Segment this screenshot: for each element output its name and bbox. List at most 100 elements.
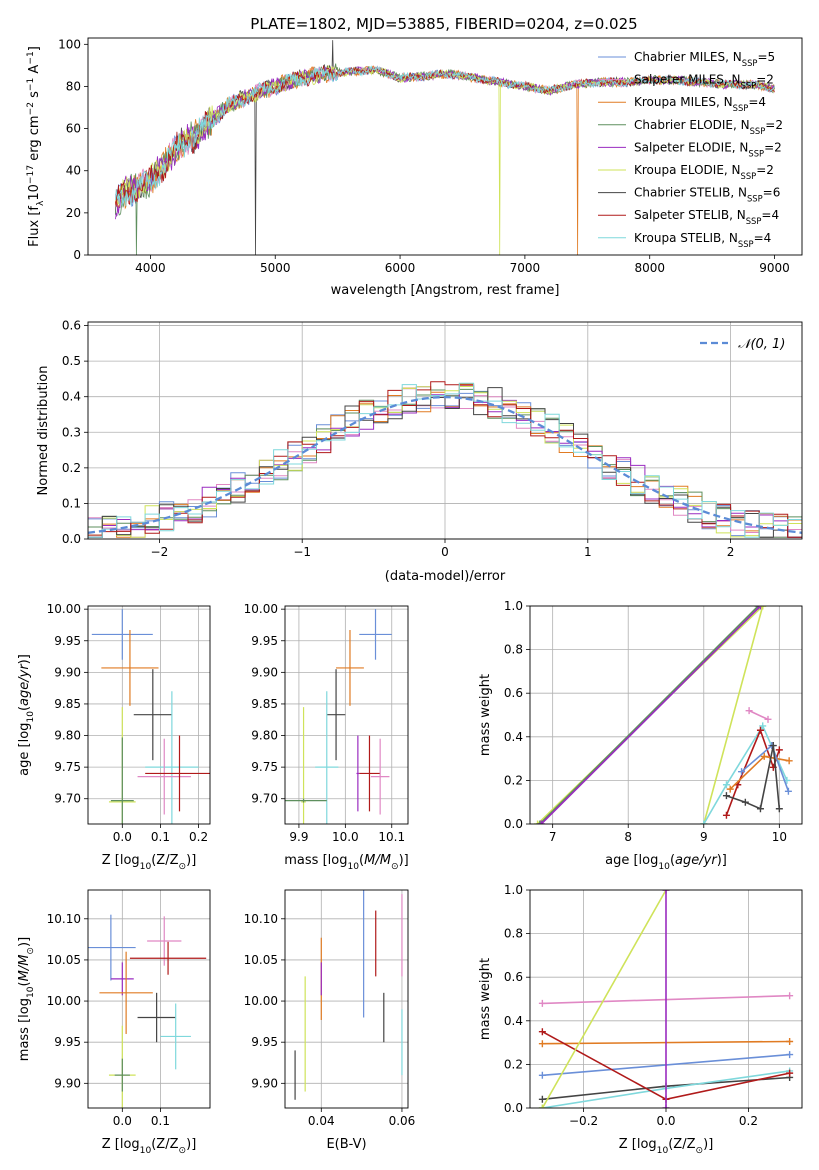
axes-age-vs-mass: 9.9 10.0 10.1 9.70 9.75 9.80 9.85 9.90 9.95 10.00… <box>244 602 409 872</box>
errorbar-point <box>356 735 360 812</box>
x-axis-label: Z [log10(Z/Z⊙)] <box>102 853 197 872</box>
y-tick-label: 0 <box>73 248 81 262</box>
x-tick-label: 0.2 <box>189 830 208 844</box>
weight-marker <box>538 1095 546 1103</box>
y-tick-label: 9.70 <box>54 792 81 806</box>
x-tick-label: 0.0 <box>113 1114 132 1128</box>
y-tick-label: 0.6 <box>504 970 523 984</box>
x-tick-label: 10.0 <box>332 830 359 844</box>
x-tick-label: 2 <box>727 545 735 559</box>
weight-marker <box>538 1040 546 1048</box>
errorbar-point <box>147 916 182 966</box>
x-tick-label: 0.0 <box>656 1114 675 1128</box>
x-tick-label: 9 <box>700 830 708 844</box>
weight-marker <box>745 707 753 715</box>
weight-marker <box>538 1028 546 1036</box>
legend-label: Chabrier MILES, NSSP=5 <box>634 50 775 68</box>
y-tick-label: 0.2 <box>504 773 523 787</box>
y-tick-label: 9.90 <box>54 665 81 679</box>
y-tick-label: 9.75 <box>251 760 278 774</box>
weight-marker <box>764 715 772 723</box>
figure-title: PLATE=1802, MJD=53885, FIBERID=0204, z=0… <box>250 15 637 33</box>
x-tick-label: 0.04 <box>308 1114 335 1128</box>
errorbar-point <box>110 962 134 996</box>
weight-marker <box>537 820 545 824</box>
weight-marker <box>538 1104 546 1108</box>
x-tick-label: 8 <box>624 830 632 844</box>
histogram-kroupa-stelib <box>88 382 802 538</box>
weight-marker <box>722 811 730 819</box>
y-tick-label: 9.90 <box>54 1076 81 1090</box>
x-axis-label: E(B-V) <box>326 1137 366 1152</box>
weight-marker <box>759 722 767 730</box>
axes-mass-weight-vs-Z: −0.2 0.0 0.2 0.0 0.2 0.4 0.6 0.8 1.0 Z [log10(Z/Z… <box>478 883 803 1156</box>
error-bars <box>285 609 392 824</box>
y-axis-label: Flux [fλ10−17 erg cm−2 s−1 A−1] <box>26 46 46 247</box>
x-tick-label: 0.2 <box>739 1114 758 1128</box>
errorbar-point <box>285 798 327 803</box>
weight-lines <box>538 890 794 1108</box>
y-tick-label: 0.8 <box>504 643 523 657</box>
y-axis-label: age [log10(age/yr)] <box>17 654 36 776</box>
x-tick-label: 7 <box>549 830 557 844</box>
y-tick-label: 9.90 <box>251 665 278 679</box>
errorbar-point <box>137 992 176 1043</box>
y-tick-label: 0.0 <box>504 1101 523 1115</box>
x-tick-label: 7000 <box>510 261 541 275</box>
weight-marker <box>722 792 730 800</box>
weight-marker <box>722 781 730 789</box>
weight-marker <box>786 1069 794 1077</box>
x-tick-label: −1 <box>293 545 311 559</box>
x-tick-label: −2 <box>151 545 169 559</box>
weight-line-chabrier-elodie <box>539 606 759 824</box>
axes-frame <box>529 889 803 1109</box>
y-tick-label: 0.2 <box>504 1057 523 1071</box>
y-tick-label: 0.3 <box>62 425 81 439</box>
weight-marker <box>536 820 544 824</box>
histograms <box>88 381 802 538</box>
y-tick-label: 9.85 <box>251 697 278 711</box>
x-tick-label: 8000 <box>634 261 665 275</box>
x-tick-label: 0.1 <box>151 1114 170 1128</box>
axes-frame <box>284 605 409 825</box>
axes-residuals: −2 −1 0 1 2 0.0 0.1 0.2 0.3 0.4 0.5 0.6 𝒩(0, 1) (data… <box>36 319 803 584</box>
y-tick-label: 10.00 <box>244 994 278 1008</box>
y-tick-label: 0.0 <box>504 817 523 831</box>
weight-marker <box>756 726 764 734</box>
plot-area <box>285 890 408 1108</box>
error-bars <box>88 914 207 1108</box>
y-tick-label: 1.0 <box>504 883 523 897</box>
y-tick-label: 0.4 <box>504 1014 523 1028</box>
x-axis-label: age [log10(age/yr)] <box>605 853 727 872</box>
y-tick-label: 9.85 <box>54 697 81 711</box>
weight-marker <box>738 768 746 776</box>
x-tick-label: 9.9 <box>289 830 308 844</box>
axes-mass-weight-vs-age: 7 8 9 10 0.0 0.2 0.4 0.6 0.8 1.0 age [log10(age/yr… <box>478 599 803 872</box>
errorbar-point <box>110 737 134 824</box>
weight-line-kroupa-elodie <box>703 606 764 824</box>
y-axis-label: mass weight <box>478 674 493 756</box>
axes-age-vs-Z: 0.0 0.1 0.2 9.70 9.75 9.80 9.85 9.90 9.95 10.00 Z … <box>17 602 211 872</box>
weight-marker <box>759 606 767 610</box>
errorbar-point <box>359 609 392 660</box>
y-tick-label: 9.80 <box>251 729 278 743</box>
weight-marker <box>756 805 764 813</box>
y-tick-label: 10.10 <box>47 912 81 926</box>
errorbar-point <box>101 630 159 706</box>
x-tick-label: 0 <box>441 545 449 559</box>
legend-label: Salpeter STELIB, NSSP=4 <box>634 208 779 226</box>
y-axis-label: mass [log10(M/M⊙)] <box>17 937 36 1061</box>
weight-marker <box>756 606 764 610</box>
weight-lines <box>534 606 793 824</box>
errorbar-point <box>129 941 207 975</box>
y-tick-label: 0.6 <box>504 686 523 700</box>
weight-marker <box>538 999 546 1007</box>
y-tick-label: 0.4 <box>62 390 81 404</box>
weight-marker <box>662 1104 670 1108</box>
axes-frame <box>87 889 211 1109</box>
x-axis-label: Z [log10(Z/Z⊙)] <box>102 1137 197 1156</box>
y-axis-label: Normed distribution <box>36 366 51 496</box>
axes-frame <box>87 37 803 256</box>
y-tick-label: 0.6 <box>62 319 81 333</box>
errorbar-point <box>114 1058 130 1092</box>
